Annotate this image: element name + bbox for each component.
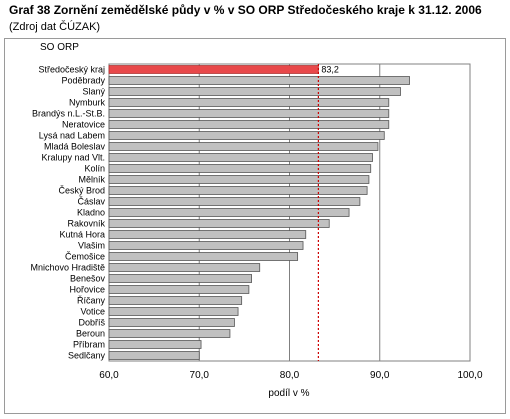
bar (108, 274, 252, 283)
category-label: Vlašim (78, 241, 105, 251)
category-label: Nymburk (69, 98, 106, 108)
category-label: Říčany (77, 296, 106, 306)
category-label: Mladá Boleslav (44, 142, 106, 152)
category-label: Český Brod (58, 186, 105, 196)
category-label: Kutná Hora (59, 230, 105, 240)
category-label: Čemošice (65, 252, 105, 262)
x-tick-label: 70,0 (190, 370, 210, 381)
x-axis-label: podíl v % (268, 388, 309, 399)
bar (108, 230, 307, 239)
bar (108, 208, 350, 217)
bar (108, 219, 330, 228)
legend-label: SO ORP (40, 42, 79, 53)
x-tick-labels: 60,0 70,0 80,0 90,0 100,0 (99, 370, 483, 381)
bar (108, 164, 372, 173)
bar (108, 197, 361, 206)
bar (108, 263, 261, 272)
bar (108, 318, 235, 327)
category-label: Beroun (76, 329, 105, 339)
chart-subtitle: (Zdroj dat ČÚZAK) (9, 21, 101, 33)
category-label: Slaný (82, 87, 105, 97)
bar (108, 87, 401, 96)
bar (108, 120, 390, 129)
chart-title: Graf 38 Zornění zemědělské půdy v % v SO… (9, 3, 482, 17)
category-label: Mělník (78, 175, 105, 185)
x-tick-label: 100,0 (457, 370, 482, 381)
x-tick-label: 60,0 (99, 370, 119, 381)
bar (108, 131, 385, 140)
x-tick-label: 80,0 (280, 370, 300, 381)
category-label: Votice (80, 307, 105, 317)
category-label: Dobříš (78, 318, 105, 328)
bar (108, 76, 410, 85)
category-labels: Středočeský krajPoděbradySlanýNymburkBra… (30, 65, 105, 361)
category-label: Příbram (73, 340, 105, 350)
bar (108, 351, 200, 360)
bar (108, 153, 373, 162)
bar (108, 340, 202, 349)
bar (108, 296, 243, 305)
bar (108, 98, 390, 107)
bar (108, 307, 239, 316)
bar (108, 252, 299, 261)
category-label: Poděbrady (61, 76, 105, 86)
category-label: Kolín (84, 164, 105, 174)
bar (108, 65, 319, 74)
data-label: 83,2 (321, 65, 339, 75)
bar (108, 142, 379, 151)
category-label: Hořovice (69, 285, 105, 295)
category-label: Středočeský kraj (38, 65, 105, 75)
category-label: Sedlčany (68, 351, 106, 361)
x-tick-label: 90,0 (370, 370, 390, 381)
bar (108, 175, 370, 184)
chart-frame (4, 38, 506, 414)
category-label: Neratovice (62, 120, 105, 130)
category-label: Benešov (70, 274, 106, 284)
category-label: Mnichovo Hradiště (30, 263, 105, 273)
bar (108, 285, 250, 294)
bars: 83,2 (108, 64, 410, 361)
category-label: Kralupy nad Vlt. (41, 153, 105, 163)
category-label: Brandýs n.L.-St.B. (32, 109, 105, 119)
category-label: Lysá nad Labem (39, 131, 105, 141)
category-label: Rakovník (67, 219, 105, 229)
category-label: Kladno (77, 208, 105, 218)
bar (108, 241, 304, 250)
bar (108, 329, 231, 338)
category-label: Čáslav (77, 197, 105, 207)
bar (108, 109, 390, 118)
bar (108, 186, 368, 195)
